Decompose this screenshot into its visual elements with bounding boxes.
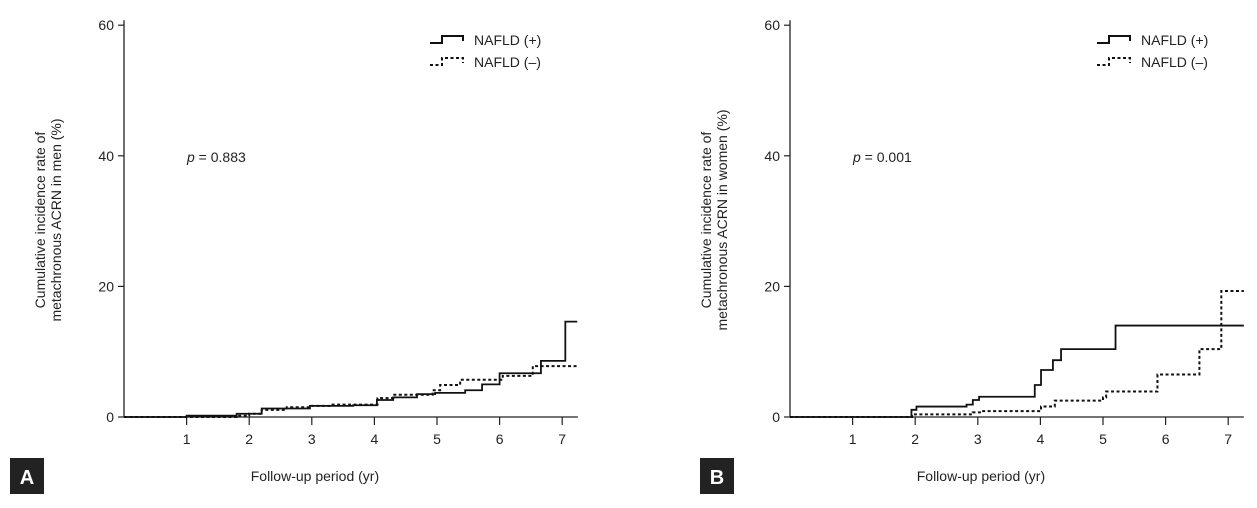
x-tick-label: 2 (245, 431, 253, 447)
legend-swatch (1097, 35, 1131, 44)
p-symbol: p (186, 149, 195, 165)
x-tick-label: 5 (1099, 431, 1107, 447)
panel-label: A (20, 467, 34, 489)
x-tick-label: 7 (1224, 431, 1232, 447)
y-tick-label: 20 (98, 278, 114, 294)
p-value: = 0.883 (195, 149, 246, 165)
y-axis-label: Cumulative incidence rate of (32, 132, 48, 309)
panel-b: 1 2 3 4 5 6 7 0 20 40 60 Follow-up period (yr) Cumul… (698, 17, 1244, 494)
y-tick-label: 0 (772, 409, 780, 425)
y-tick-label: 60 (98, 17, 114, 33)
y-axis-label: metachronous ACRN in men (%) (48, 118, 64, 321)
legend-swatch (430, 35, 464, 44)
series-line-nafld-negative (790, 289, 1244, 418)
p-symbol: p (852, 149, 861, 165)
series-line-nafld-positive (790, 324, 1244, 418)
x-tick-label: 7 (558, 431, 566, 447)
x-axis-label: Follow-up period (yr) (251, 468, 379, 484)
y-tick-label: 20 (764, 278, 780, 294)
y-axis-label: Cumulative incidence rate of (698, 132, 714, 309)
legend-label: NAFLD (–) (1141, 54, 1208, 70)
p-value-annotation: p = 0.001 (852, 149, 912, 165)
p-value: = 0.001 (861, 149, 912, 165)
x-tick-label: 6 (1162, 431, 1170, 447)
x-tick-label: 1 (183, 431, 191, 447)
x-tick-label: 2 (911, 431, 919, 447)
x-tick-label: 1 (849, 431, 857, 447)
series-line-nafld-positive (124, 320, 578, 418)
x-tick-label: 5 (433, 431, 441, 447)
legend-label: NAFLD (–) (474, 54, 541, 70)
x-tick-label: 3 (308, 431, 316, 447)
legend-label: NAFLD (+) (474, 32, 541, 48)
panel-label: B (710, 467, 724, 489)
panel-label-box (10, 458, 44, 494)
panel-a: 1 2 3 4 5 6 7 0 20 40 60 Follow-up period (yr) Cumul… (10, 17, 578, 494)
legend-swatch (1097, 57, 1131, 66)
x-tick-label: 3 (974, 431, 982, 447)
p-value-annotation: p = 0.883 (186, 149, 246, 165)
y-tick-label: 40 (98, 148, 114, 164)
x-tick-label: 4 (1037, 431, 1045, 447)
x-tick-label: 4 (371, 431, 379, 447)
y-axis-label: metachronous ACRN in women (%) (714, 110, 730, 331)
series-line-nafld-negative (124, 365, 578, 418)
y-tick-label: 0 (106, 409, 114, 425)
panel-label-box (700, 458, 734, 494)
y-tick-label: 60 (764, 17, 780, 33)
x-axis-label: Follow-up period (yr) (917, 468, 1045, 484)
x-tick-label: 6 (496, 431, 504, 447)
y-tick-label: 40 (764, 148, 780, 164)
legend-label: NAFLD (+) (1141, 32, 1208, 48)
legend-swatch (430, 57, 464, 66)
